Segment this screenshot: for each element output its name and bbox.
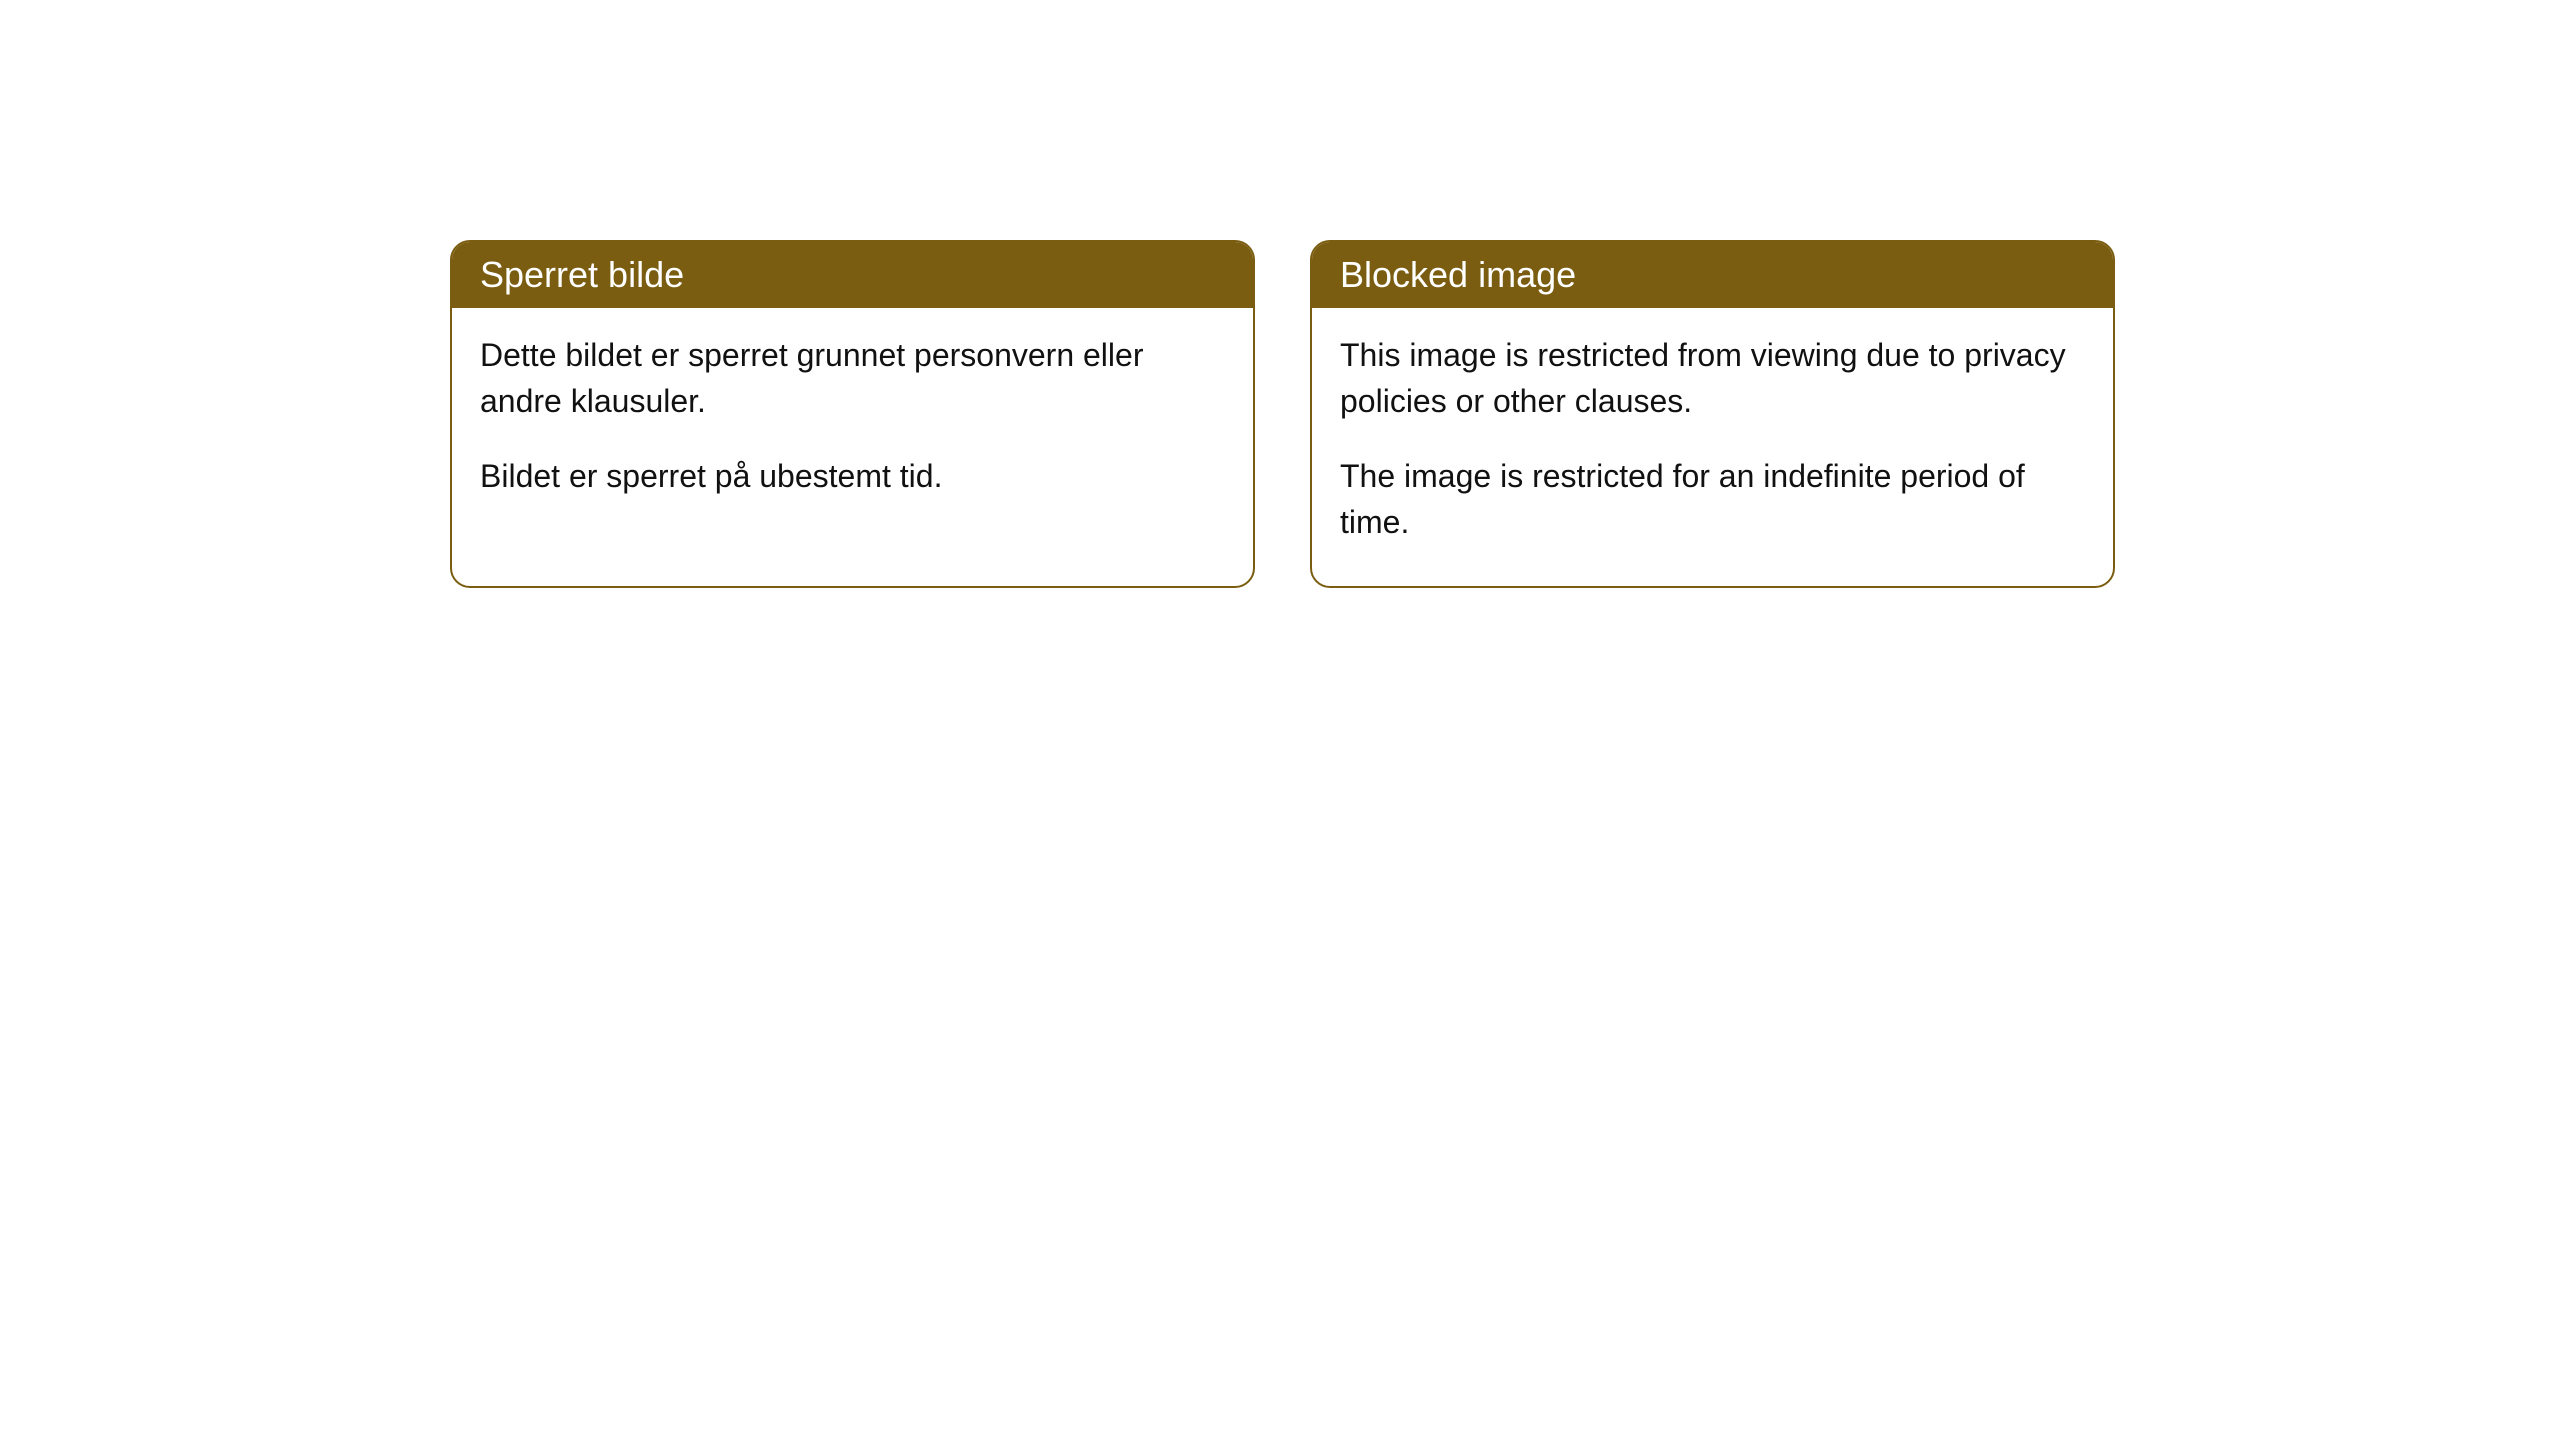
cards-container: Sperret bilde Dette bildet er sperret gr… [0,0,2560,588]
card-text-english-2: The image is restricted for an indefinit… [1340,453,2085,546]
card-text-norwegian-1: Dette bildet er sperret grunnet personve… [480,332,1225,425]
blocked-image-card-norwegian: Sperret bilde Dette bildet er sperret gr… [450,240,1255,588]
card-header-norwegian: Sperret bilde [452,242,1253,308]
card-body-norwegian: Dette bildet er sperret grunnet personve… [452,308,1253,539]
card-text-english-1: This image is restricted from viewing du… [1340,332,2085,425]
blocked-image-card-english: Blocked image This image is restricted f… [1310,240,2115,588]
card-header-english: Blocked image [1312,242,2113,308]
card-body-english: This image is restricted from viewing du… [1312,308,2113,586]
card-text-norwegian-2: Bildet er sperret på ubestemt tid. [480,453,1225,499]
